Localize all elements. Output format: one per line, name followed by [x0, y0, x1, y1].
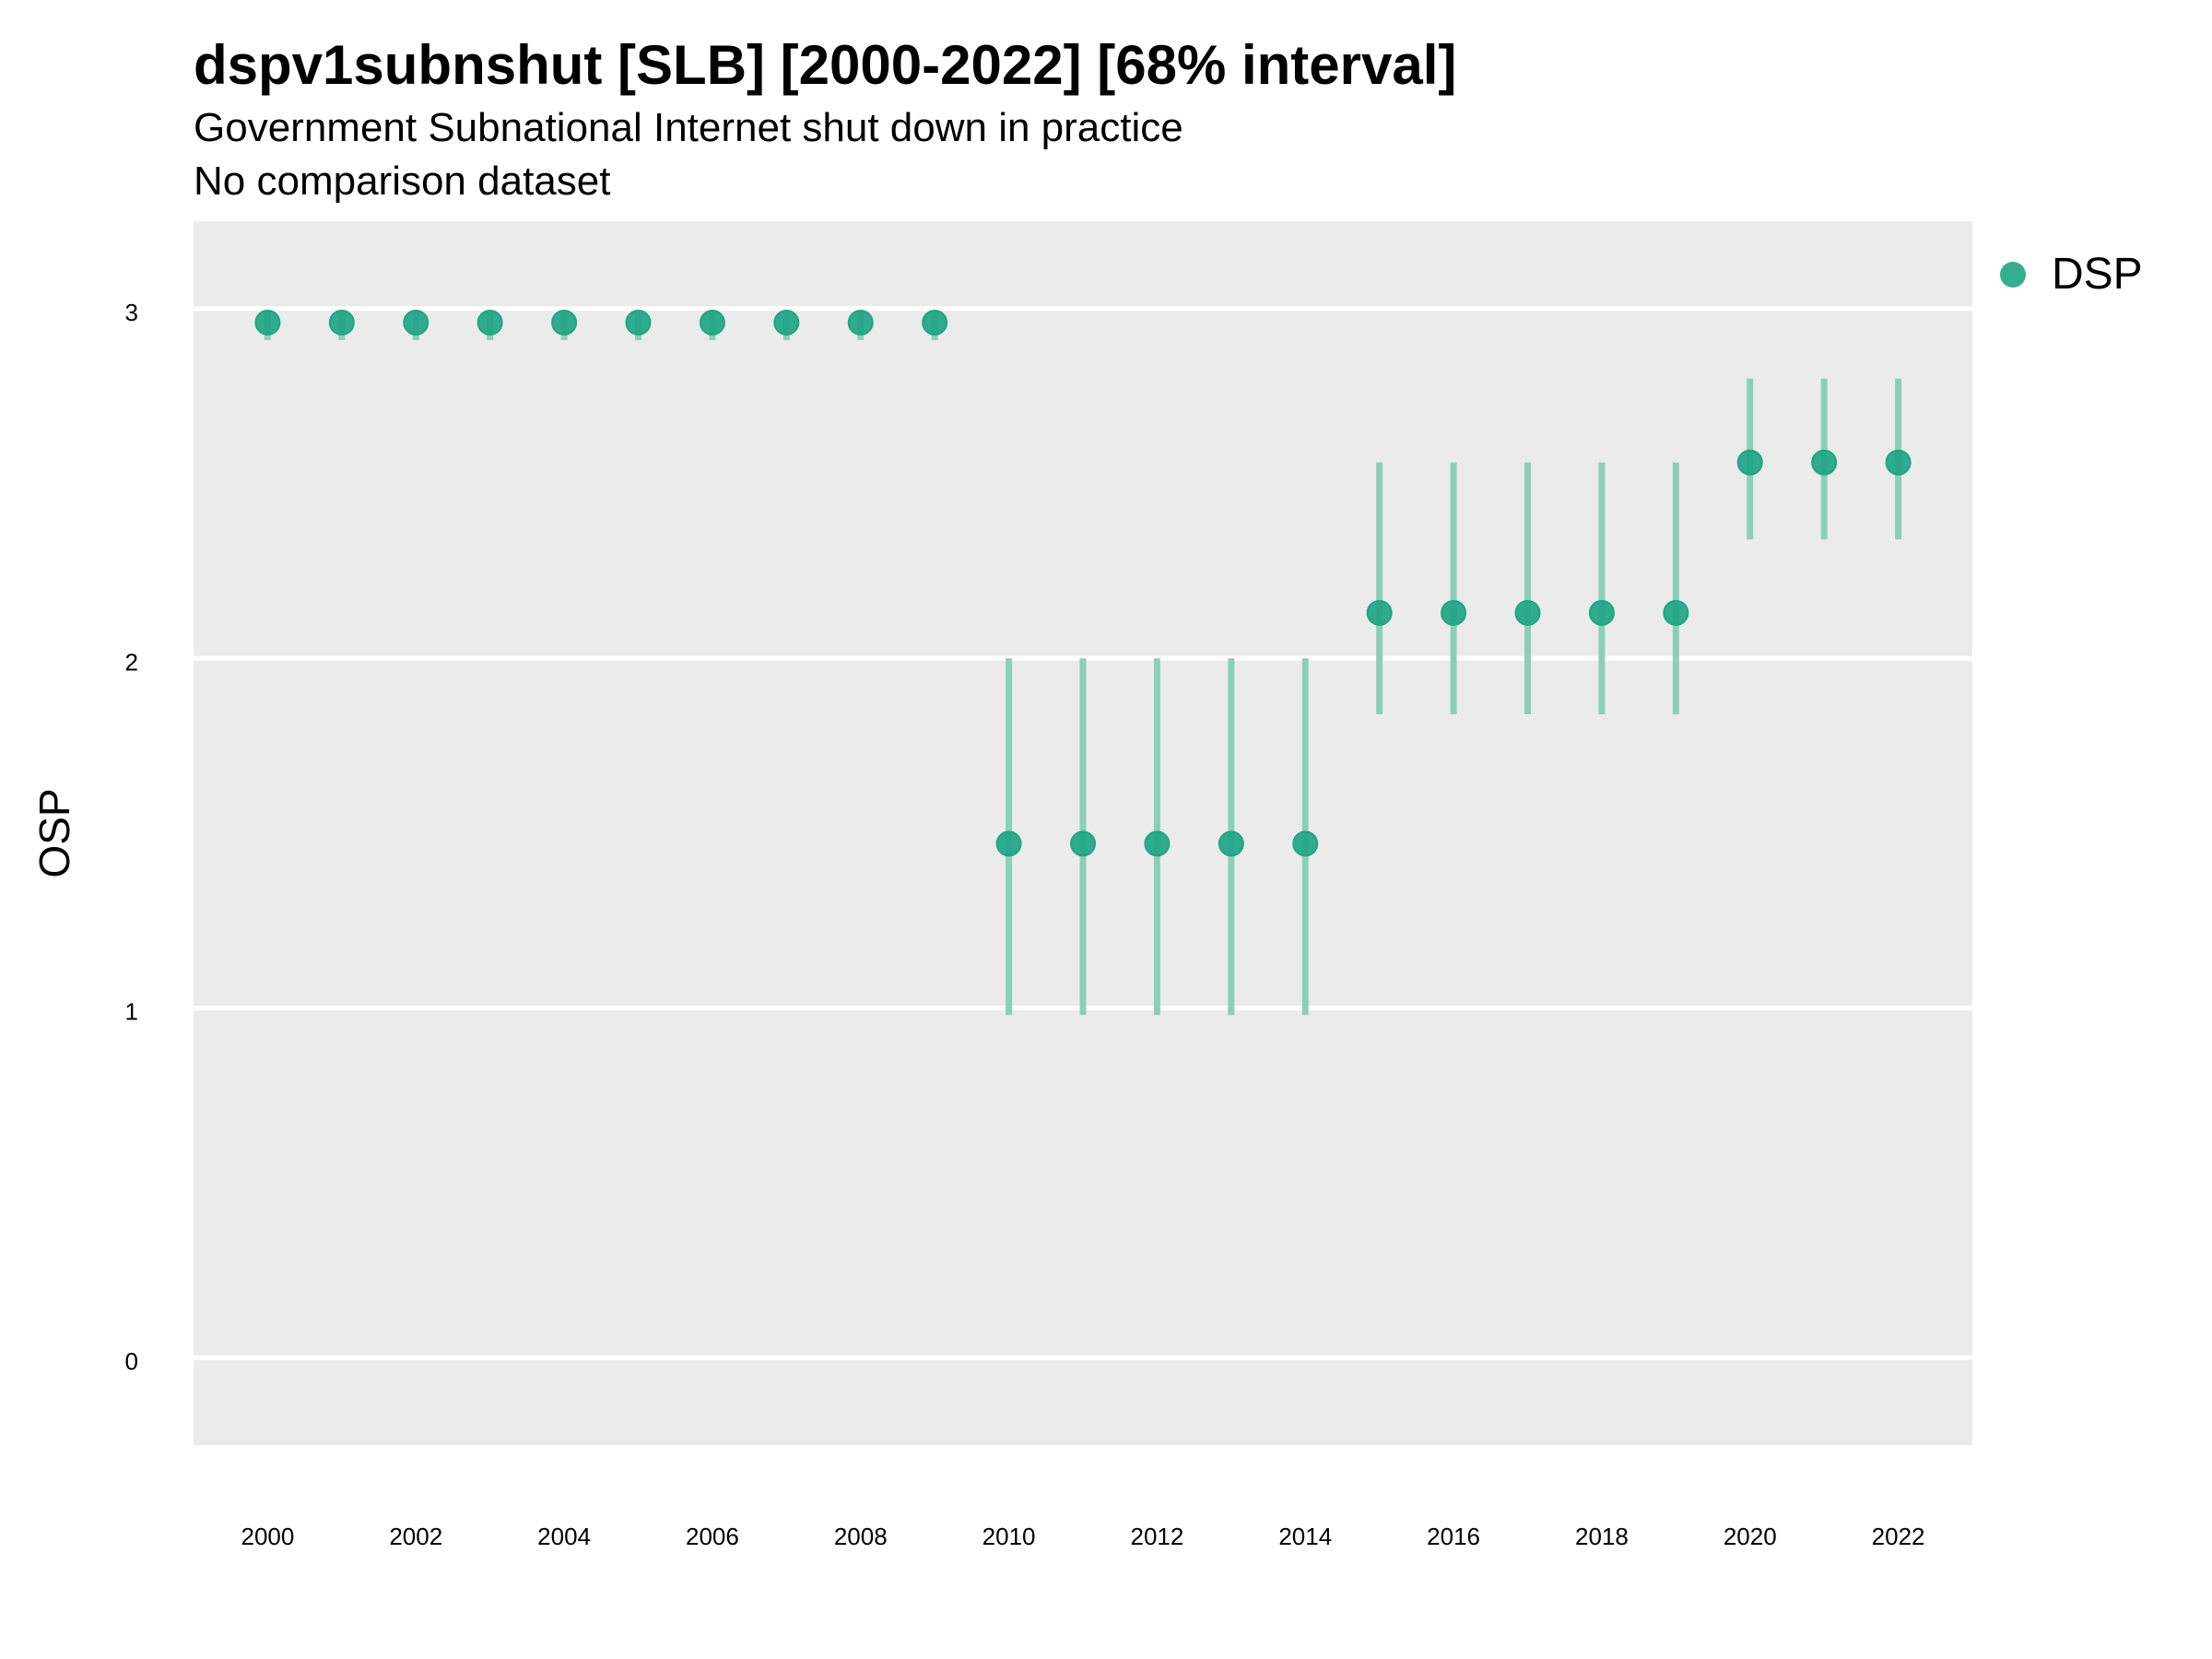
legend-label-dsp: DSP — [2052, 250, 2143, 299]
x-tick-labels: 2000 2002 2004 2006 2008 2010 2012 2014 2016 2018… — [241, 1523, 1924, 1550]
x-tick-label-2012: 2012 — [1130, 1523, 1183, 1550]
point-2021 — [1811, 449, 1838, 476]
x-tick-label-2014: 2014 — [1278, 1523, 1332, 1550]
x-tick-label-2020: 2020 — [1724, 1523, 1777, 1550]
point-2013 — [1218, 830, 1244, 857]
x-tick-label-2010: 2010 — [982, 1523, 1036, 1550]
x-tick-label-2004: 2004 — [537, 1523, 591, 1550]
x-tick-label-2022: 2022 — [1872, 1523, 1925, 1550]
x-tick-label-2002: 2002 — [389, 1523, 442, 1550]
point-2010 — [995, 830, 1022, 857]
y-tick-labels: 0 1 2 3 — [125, 299, 138, 1375]
point-2020 — [1736, 449, 1763, 476]
chart-caption: No comparison dataset — [194, 159, 611, 204]
y-tick-label-1: 1 — [125, 998, 138, 1026]
x-tick-label-2018: 2018 — [1575, 1523, 1629, 1550]
point-2006 — [699, 310, 725, 336]
y-axis-label: OSP — [30, 788, 78, 877]
data-points — [254, 310, 1912, 857]
point-2004 — [551, 310, 578, 336]
y-tick-label-2: 2 — [125, 648, 138, 676]
y-tick-label-3: 3 — [125, 299, 138, 326]
point-2014 — [1292, 830, 1319, 857]
point-2001 — [328, 310, 355, 336]
point-2012 — [1144, 830, 1171, 857]
point-2000 — [254, 310, 281, 336]
point-2005 — [625, 310, 652, 336]
y-tick-label-0: 0 — [125, 1347, 138, 1375]
point-2011 — [1070, 830, 1096, 857]
point-2019 — [1663, 599, 1689, 626]
point-2007 — [773, 310, 800, 336]
point-2003 — [477, 310, 503, 336]
legend-key-dsp — [2000, 261, 2026, 288]
x-tick-label-2006: 2006 — [686, 1523, 739, 1550]
legend: DSP — [2000, 249, 2143, 300]
point-2008 — [847, 310, 874, 336]
chart-subtitle: Government Subnational Internet shut dow… — [194, 105, 1183, 150]
x-tick-label-2008: 2008 — [834, 1523, 888, 1550]
point-2009 — [922, 310, 948, 336]
point-2015 — [1366, 599, 1393, 626]
point-2022 — [1885, 449, 1912, 476]
point-2002 — [403, 310, 429, 336]
x-tick-label-2000: 2000 — [241, 1523, 294, 1550]
chart-title: dspv1subnshut [SLB] [2000-2022] [68% int… — [194, 34, 1457, 96]
point-2016 — [1441, 599, 1467, 626]
point-2018 — [1588, 599, 1615, 626]
x-tick-label-2016: 2016 — [1427, 1523, 1480, 1550]
point-2017 — [1514, 599, 1541, 626]
